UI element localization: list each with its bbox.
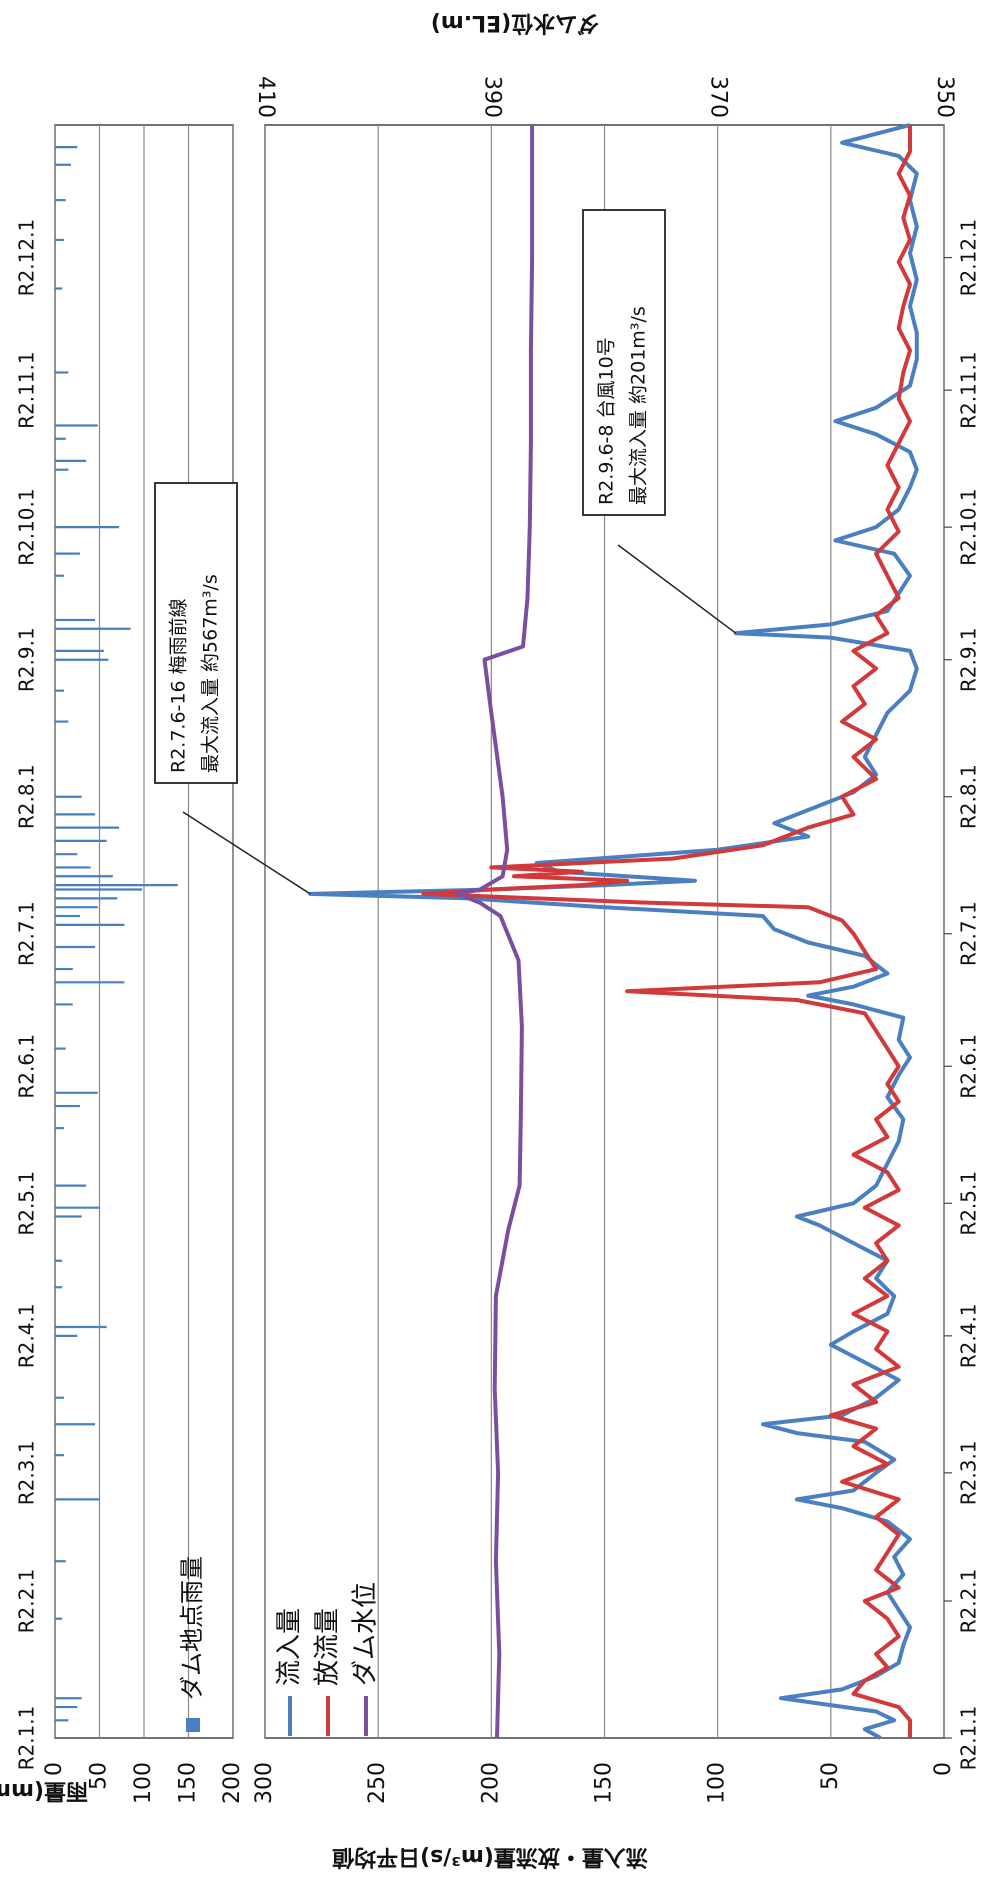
rain-time-tick-label: R2.3.1 bbox=[15, 1440, 39, 1505]
rain-time-tick-label: R2.10.1 bbox=[15, 488, 39, 566]
time-tick-label: R2.11.1 bbox=[957, 351, 981, 429]
gridlines bbox=[54, 125, 945, 1738]
axis-titles: 雨量(mm/日) 流入量・放流量(m³/s)日平均値 ダム水位(EL.m) bbox=[0, 10, 648, 1870]
rain-tick-label: 200 bbox=[220, 1762, 245, 1804]
rain-tick-label: 150 bbox=[176, 1762, 201, 1804]
level-tick-label: 410 bbox=[253, 76, 278, 118]
annotation-box bbox=[154, 482, 238, 784]
level-axis-title: ダム水位(EL.m) bbox=[431, 10, 599, 36]
rain-legend-label: ダム地点雨量 bbox=[178, 1556, 206, 1700]
series-lines bbox=[308, 123, 919, 1740]
rain-time-tick-label: R2.11.1 bbox=[15, 351, 39, 429]
annotation-box bbox=[582, 209, 666, 516]
rain-legend-swatch bbox=[186, 1718, 200, 1732]
legend-label-放流量: 放流量 bbox=[313, 1608, 343, 1686]
series-line-放流量 bbox=[421, 125, 912, 1738]
rain-time-tick-label: R2.7.1 bbox=[15, 901, 39, 966]
series-line-ダム水位 bbox=[455, 125, 535, 1739]
flow-tick-label: 100 bbox=[705, 1762, 730, 1804]
rain-time-tick-label: R2.9.1 bbox=[15, 627, 39, 692]
time-tick-label: R2.5.1 bbox=[957, 1171, 981, 1236]
annotation-line2: 最大流入量 約201m³/s bbox=[628, 306, 650, 505]
axis-tick-labels: 0 50 100 150 200 0 50 100 150 200 250 300 350 370 390 4… bbox=[15, 76, 981, 1804]
time-tick-label: R2.6.1 bbox=[957, 1034, 981, 1099]
rain-tick-label: 100 bbox=[131, 1762, 156, 1804]
time-tick-label: R2.9.1 bbox=[957, 627, 981, 692]
time-tick-label: R2.3.1 bbox=[957, 1440, 981, 1505]
series-line-流入量 bbox=[308, 123, 919, 1740]
time-tick-label: R2.4.1 bbox=[957, 1303, 981, 1368]
flow-tick-label: 300 bbox=[252, 1762, 277, 1804]
flow-tick-label: 200 bbox=[478, 1762, 503, 1804]
legends: ダム地点雨量 流入量 放流量 ダム水位 bbox=[178, 1556, 381, 1736]
rain-tick-label: 0 bbox=[42, 1762, 67, 1776]
rain-time-tick-label: R2.2.1 bbox=[15, 1569, 39, 1634]
annotation-line2: 最大流入量 約567m³/s bbox=[200, 574, 222, 773]
rain-tick-label: 50 bbox=[87, 1762, 112, 1790]
annotation-line1: R2.9.6-8 台風10号 bbox=[596, 337, 618, 505]
time-tick-label: R2.10.1 bbox=[957, 488, 981, 566]
legend-label-ダム水位: ダム水位 bbox=[351, 1582, 381, 1686]
time-tick-label: R2.2.1 bbox=[957, 1569, 981, 1634]
rain-time-tick-label: R2.12.1 bbox=[15, 219, 39, 297]
level-tick-label: 350 bbox=[932, 76, 957, 118]
legend-label-流入量: 流入量 bbox=[275, 1608, 305, 1686]
time-tick-label: R2.8.1 bbox=[957, 764, 981, 829]
time-tick-label: R2.1.1 bbox=[957, 1706, 981, 1771]
time-tick-label: R2.12.1 bbox=[957, 219, 981, 297]
level-tick-label: 390 bbox=[479, 76, 504, 118]
level-tick-label: 370 bbox=[706, 76, 731, 118]
flow-tick-label: 150 bbox=[592, 1762, 617, 1804]
flow-tick-label: 250 bbox=[365, 1762, 390, 1804]
flow-axis-title: 流入量・放流量(m³/s)日平均値 bbox=[332, 1844, 648, 1870]
rain-time-tick-label: R2.8.1 bbox=[15, 764, 39, 829]
rain-bars bbox=[55, 145, 178, 1722]
rain-time-tick-label: R2.1.1 bbox=[15, 1706, 39, 1771]
rain-time-tick-label: R2.6.1 bbox=[15, 1034, 39, 1099]
flow-tick-label: 50 bbox=[818, 1762, 843, 1790]
annotation-leader bbox=[617, 544, 737, 634]
rain-time-tick-label: R2.4.1 bbox=[15, 1303, 39, 1368]
annotation-line1: R2.7.6-16 梅雨前線 bbox=[168, 598, 190, 773]
time-tick-label: R2.7.1 bbox=[957, 901, 981, 966]
annotation-leader bbox=[182, 811, 311, 895]
flow-tick-label: 0 bbox=[931, 1762, 956, 1776]
rain-axis-title: 雨量(mm/日) bbox=[0, 1778, 88, 1803]
rain-time-tick-label: R2.5.1 bbox=[15, 1171, 39, 1236]
annotations: R2.7.6-16 梅雨前線 最大流入量 約567m³/s R2.9.6-8 台風1… bbox=[154, 209, 737, 895]
